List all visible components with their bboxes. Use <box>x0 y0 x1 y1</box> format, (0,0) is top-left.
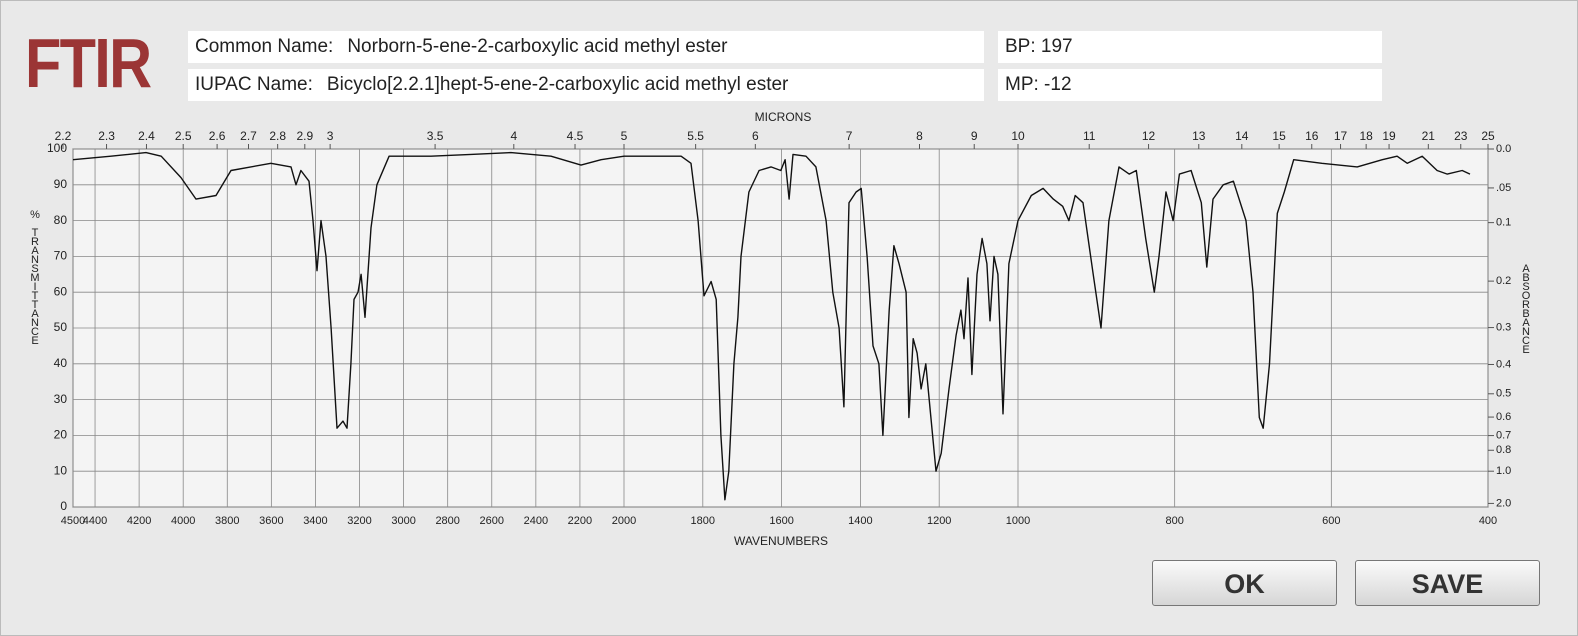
x2-tick-label: 12 <box>1142 129 1156 143</box>
logo: FTIR <box>25 24 152 102</box>
label: IUPAC Name: <box>195 74 313 95</box>
y-tick-label: 10 <box>54 463 68 477</box>
x-tick-label: 4400 <box>83 515 107 527</box>
x2-tick-label: 3 <box>327 129 334 143</box>
x2-tick-label: 2.2 <box>55 129 72 143</box>
y2-tick-label: 0.4 <box>1496 358 1511 370</box>
bp-field: BP: 197 <box>998 31 1382 63</box>
y2-axis-label: ABSORBANCE <box>1520 263 1532 353</box>
y2-tick-label: 0.1 <box>1496 217 1511 229</box>
y2-tick-label: 0.0 <box>1496 143 1511 155</box>
y-tick-label: 80 <box>54 213 68 227</box>
iupac-name-field: IUPAC Name: Bicyclo[2.2.1]hept-5-ene-2-ca… <box>188 69 984 101</box>
x-tick-label: 2600 <box>480 515 504 527</box>
y2-tick-label: 2.0 <box>1496 497 1511 509</box>
x2-tick-label: 18 <box>1359 129 1373 143</box>
y-axis-label: % TRANSMITTANCE <box>29 209 41 344</box>
x2-tick-label: 5 <box>621 129 628 143</box>
x-tick-label: 4000 <box>171 515 195 527</box>
x-tick-label: 4200 <box>127 515 151 527</box>
x-tick-label: 4500 <box>61 515 85 527</box>
y-tick-label: 90 <box>54 177 68 191</box>
x-tick-label: 400 <box>1479 515 1497 527</box>
x2-tick-label: 9 <box>971 129 978 143</box>
label: Common Name: <box>195 36 334 57</box>
x-tick-label: 3600 <box>259 515 283 527</box>
x-tick-label: 600 <box>1322 515 1340 527</box>
y-tick-label: 40 <box>54 356 68 370</box>
x2-tick-label: 3.5 <box>427 129 444 143</box>
x-tick-label: 1600 <box>769 515 793 527</box>
x2-axis-label: MICRONS <box>755 110 812 124</box>
x2-tick-label: 2.6 <box>209 129 226 143</box>
value: Norborn-5-ene-2-carboxylic acid methyl e… <box>347 36 728 57</box>
x-tick-label: 2000 <box>612 515 636 527</box>
y2-tick-label: .05 <box>1496 182 1511 194</box>
x2-tick-label: 2.3 <box>98 129 115 143</box>
save-button[interactable]: SAVE <box>1355 560 1540 606</box>
x2-tick-label: 2.5 <box>175 129 192 143</box>
x-tick-label: 1000 <box>1006 515 1030 527</box>
x-tick-label: 1400 <box>848 515 872 527</box>
x2-tick-label: 19 <box>1382 129 1396 143</box>
y-tick-label: 20 <box>54 428 68 442</box>
x2-tick-label: 15 <box>1272 129 1286 143</box>
x2-tick-label: 4.5 <box>567 129 584 143</box>
x-tick-label: 2800 <box>435 515 459 527</box>
x2-tick-label: 2.9 <box>296 129 313 143</box>
x-tick-label: 2200 <box>568 515 592 527</box>
x-tick-label: 3400 <box>303 515 327 527</box>
y-tick-label: 50 <box>54 320 68 334</box>
x2-tick-label: 10 <box>1011 129 1025 143</box>
x-tick-label: 2400 <box>524 515 548 527</box>
x2-tick-label: 17 <box>1334 129 1348 143</box>
y-tick-label: 70 <box>54 249 68 263</box>
x2-tick-label: 13 <box>1192 129 1206 143</box>
x2-tick-label: 16 <box>1305 129 1319 143</box>
x-axis-label: WAVENUMBERS <box>734 534 828 548</box>
y-tick-label: 30 <box>54 392 68 406</box>
mp-field: MP: -12 <box>998 69 1382 101</box>
y2-tick-label: 0.2 <box>1496 275 1511 287</box>
x-tick-label: 3200 <box>347 515 371 527</box>
x-tick-label: 1200 <box>927 515 951 527</box>
x2-tick-label: 2.4 <box>138 129 155 143</box>
x2-tick-label: 11 <box>1083 129 1096 143</box>
y2-tick-label: 0.7 <box>1496 429 1511 441</box>
y2-tick-label: 0.5 <box>1496 388 1511 400</box>
common-name-field: Common Name: Norborn-5-ene-2-carboxylic a… <box>188 31 984 63</box>
x2-tick-label: 2.8 <box>269 129 286 143</box>
x2-tick-label: 21 <box>1422 129 1436 143</box>
y-tick-label: 100 <box>47 141 67 155</box>
x2-tick-label: 25 <box>1481 129 1495 143</box>
y2-tick-label: 0.8 <box>1496 444 1511 456</box>
x2-tick-label: 23 <box>1454 129 1468 143</box>
x2-tick-label: 8 <box>916 129 923 143</box>
y-tick-label: 0 <box>60 499 67 513</box>
ok-button[interactable]: OK <box>1152 560 1337 606</box>
y-tick-label: 60 <box>54 284 68 298</box>
x-tick-label: 3800 <box>215 515 239 527</box>
x-tick-label: 3000 <box>391 515 415 527</box>
x2-tick-label: 4 <box>510 129 517 143</box>
x2-tick-label: 14 <box>1235 129 1249 143</box>
x2-tick-label: 2.7 <box>240 129 257 143</box>
x-tick-label: 800 <box>1165 515 1183 527</box>
y2-tick-label: 1.0 <box>1496 465 1511 477</box>
x2-tick-label: 7 <box>846 129 853 143</box>
x-tick-label: 1800 <box>691 515 715 527</box>
value: Bicyclo[2.2.1]hept-5-ene-2-carboxylic ac… <box>326 74 789 95</box>
x2-tick-label: 5.5 <box>687 129 704 143</box>
spectrum-line <box>72 151 1471 501</box>
x2-tick-label: 6 <box>752 129 759 143</box>
y2-tick-label: 0.3 <box>1496 321 1511 333</box>
y2-tick-label: 0.6 <box>1496 411 1511 423</box>
